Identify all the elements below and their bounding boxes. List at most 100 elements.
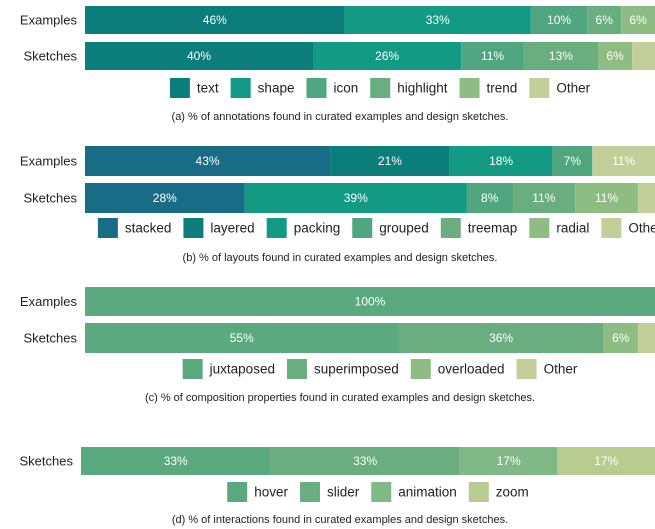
- row-label: Examples: [20, 153, 78, 168]
- data-label: 40%: [187, 49, 211, 63]
- bar-segment: [621, 6, 655, 34]
- legend-swatch: [410, 359, 431, 379]
- chart: Examples 43% 21% 18% 7% 11% Sketches 28% 39% 8% 11…: [20, 146, 655, 264]
- legend-label: overloaded: [438, 362, 505, 377]
- bar-segment: [270, 447, 460, 475]
- legend-swatch: [182, 359, 203, 379]
- row-label: Examples: [20, 12, 78, 27]
- data-label: 21%: [378, 154, 402, 168]
- bar-segment: [512, 183, 576, 213]
- bar-segment: [461, 42, 524, 70]
- bar-segment: [530, 6, 588, 34]
- data-label: 33%: [164, 454, 188, 468]
- row-label: Sketches: [24, 330, 78, 345]
- bar-segment: [85, 323, 399, 353]
- chart: Sketches 33% 33% 17% 17% hover slider animation…: [20, 447, 655, 526]
- data-label: 55%: [230, 331, 254, 345]
- legend: stacked layered packing grouped treemap radia…: [97, 218, 655, 238]
- bar-segment: [244, 183, 467, 213]
- legend-label: slider: [327, 485, 360, 500]
- data-label: 33%: [426, 13, 450, 27]
- bar-segment: [637, 323, 655, 353]
- data-label: 17%: [594, 454, 618, 468]
- legend-label: treemap: [468, 221, 518, 236]
- data-label: 6%: [596, 13, 614, 27]
- row-label: Sketches: [24, 48, 78, 63]
- data-label: 46%: [203, 13, 227, 27]
- caption: (c) % of composition properties found in…: [145, 392, 535, 404]
- data-label: 6%: [606, 49, 624, 63]
- legend-label: Other: [544, 362, 578, 377]
- data-label: 7%: [564, 154, 582, 168]
- legend-swatch: [286, 359, 307, 379]
- bar-segment: [81, 447, 271, 475]
- bar-segment: [398, 323, 604, 353]
- legend-swatch: [601, 218, 622, 238]
- data-label: 11%: [595, 191, 618, 205]
- caption: (b) % of layouts found in curated exampl…: [183, 252, 498, 264]
- data-label: 18%: [489, 154, 513, 168]
- legend-swatch: [468, 482, 489, 502]
- bar-segment: [592, 146, 655, 176]
- legend-swatch: [299, 482, 320, 502]
- data-label: 33%: [353, 454, 377, 468]
- legend-label: shape: [258, 81, 295, 96]
- chart: Examples 100% Sketches 55% 36% 6% juxtaposed su…: [20, 287, 655, 404]
- bar-segment: [587, 6, 622, 34]
- legend-label: icon: [333, 81, 358, 96]
- data-label: 26%: [375, 49, 399, 63]
- bar-segment: [557, 447, 655, 475]
- bar-segment: [85, 146, 331, 176]
- bar-segment: [603, 323, 638, 353]
- legend-swatch: [516, 359, 537, 379]
- legend-swatch: [169, 78, 190, 98]
- legend-label: highlight: [397, 81, 448, 96]
- bar-segment: [85, 287, 655, 316]
- bar-segment: [552, 146, 593, 176]
- legend-label: juxtaposed: [209, 362, 275, 377]
- legend-swatch: [529, 218, 550, 238]
- data-label: 6%: [612, 331, 630, 345]
- bar-segment: [632, 42, 655, 70]
- legend-swatch: [459, 78, 480, 98]
- legend-swatch: [227, 482, 248, 502]
- bar-segment: [85, 183, 245, 213]
- bar-segment: [598, 42, 633, 70]
- legend-swatch: [183, 218, 204, 238]
- legend-swatch: [370, 78, 391, 98]
- legend-label: Other: [556, 81, 590, 96]
- data-label: 11%: [612, 154, 635, 168]
- data-label: 17%: [497, 454, 521, 468]
- legend-label: stacked: [125, 221, 172, 236]
- data-label: 11%: [532, 191, 555, 205]
- legend-label: text: [197, 81, 219, 96]
- legend: text shape icon highlight trend Other: [169, 78, 591, 98]
- bar-segment: [466, 183, 513, 213]
- bar-segment: [344, 6, 531, 34]
- legend-label: layered: [210, 221, 254, 236]
- caption: (a) % of annotations found in curated ex…: [172, 111, 509, 123]
- chart: Examples 46% 33% 10% 6% 6% Sketches 40% 26% 11% 13…: [20, 6, 655, 123]
- data-label: 43%: [196, 154, 220, 168]
- bar-segment: [85, 42, 313, 70]
- bar-segment: [523, 42, 598, 70]
- data-label: 36%: [489, 331, 513, 345]
- legend-swatch: [230, 78, 251, 98]
- data-label: 6%: [629, 13, 647, 27]
- legend-swatch: [306, 78, 327, 98]
- legend-label: hover: [254, 485, 288, 500]
- legend-label: packing: [294, 221, 341, 236]
- legend-swatch: [529, 78, 550, 98]
- data-label: 8%: [481, 191, 499, 205]
- bar-segment: [575, 183, 638, 213]
- data-label: 11%: [481, 49, 504, 63]
- data-label: 28%: [153, 191, 177, 205]
- row-label: Examples: [20, 294, 78, 309]
- caption: (d) % of interactions found in curated e…: [172, 514, 508, 526]
- data-label: 39%: [344, 191, 368, 205]
- legend-label: trend: [487, 81, 518, 96]
- legend: juxtaposed superimposed overloaded Other: [182, 359, 578, 379]
- legend-swatch: [352, 218, 373, 238]
- legend-label: Other: [628, 221, 655, 236]
